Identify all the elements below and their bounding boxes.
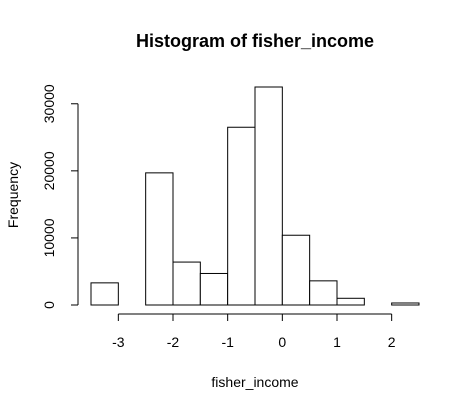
histogram-bar <box>227 126 256 306</box>
x-axis-tick-label: -1 <box>221 334 234 350</box>
chart-title: Histogram of fisher_income <box>136 31 374 51</box>
histogram-bar <box>90 282 119 306</box>
x-axis: -3 -2 -1 0 1 2 <box>112 313 396 350</box>
histogram-bar <box>309 280 338 306</box>
x-axis-tick-label: 0 <box>278 334 286 350</box>
x-axis-tick-label: -3 <box>112 334 125 350</box>
histogram-bars <box>90 86 420 306</box>
histogram-bar <box>281 234 311 306</box>
y-axis: 0 10000 20000 30000 <box>41 84 79 309</box>
y-axis-tick-label: 20000 <box>41 151 57 190</box>
histogram-bar <box>199 272 229 306</box>
x-axis-tick-label: 2 <box>388 334 396 350</box>
y-axis-tick-label: 10000 <box>41 218 57 257</box>
x-axis-tick-label: -2 <box>167 334 180 350</box>
y-axis-tick-label: 30000 <box>41 84 57 123</box>
y-axis-tick-label: 0 <box>41 301 57 309</box>
histogram-bar <box>391 302 420 306</box>
histogram-bar <box>172 261 201 306</box>
y-axis-label: Frequency <box>5 162 21 228</box>
x-axis-label: fisher_income <box>211 374 298 390</box>
histogram-bar <box>254 86 283 306</box>
x-axis-tick-label: 1 <box>333 334 341 350</box>
histogram-bar <box>336 297 365 306</box>
histogram-bar <box>145 172 174 306</box>
